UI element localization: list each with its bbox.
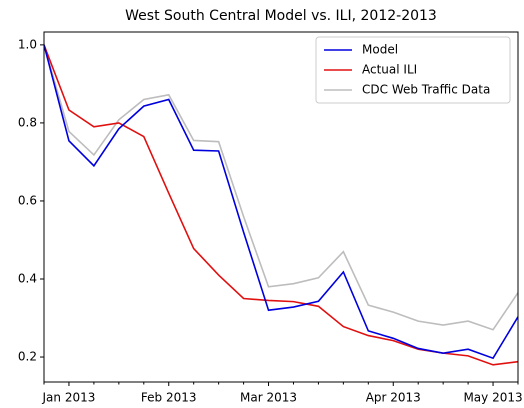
chart-title: West South Central Model vs. ILI, 2012-2… bbox=[125, 8, 437, 24]
x-tick-label: May 2013 bbox=[463, 391, 522, 405]
y-tick-label: 0.4 bbox=[18, 271, 37, 285]
y-tick-label: 1.0 bbox=[18, 37, 37, 51]
series-line bbox=[44, 44, 518, 360]
y-tick-label: 0.6 bbox=[18, 193, 37, 207]
x-tick-label: Apr 2013 bbox=[366, 391, 421, 405]
legend-box bbox=[315, 36, 511, 104]
x-tick-label: Mar 2013 bbox=[240, 391, 297, 405]
series-line bbox=[44, 44, 518, 331]
x-tick-label: Feb 2013 bbox=[141, 391, 197, 405]
legend-label: CDC Web Traffic Data bbox=[362, 83, 490, 97]
legend-label: Model bbox=[362, 43, 398, 57]
y-tick-label: 0.2 bbox=[18, 350, 37, 364]
legend-label: Actual ILI bbox=[362, 63, 417, 77]
y-tick-label: 0.8 bbox=[18, 115, 37, 129]
plot-frame bbox=[43, 31, 519, 383]
x-tick-label: Jan 2013 bbox=[42, 391, 96, 405]
